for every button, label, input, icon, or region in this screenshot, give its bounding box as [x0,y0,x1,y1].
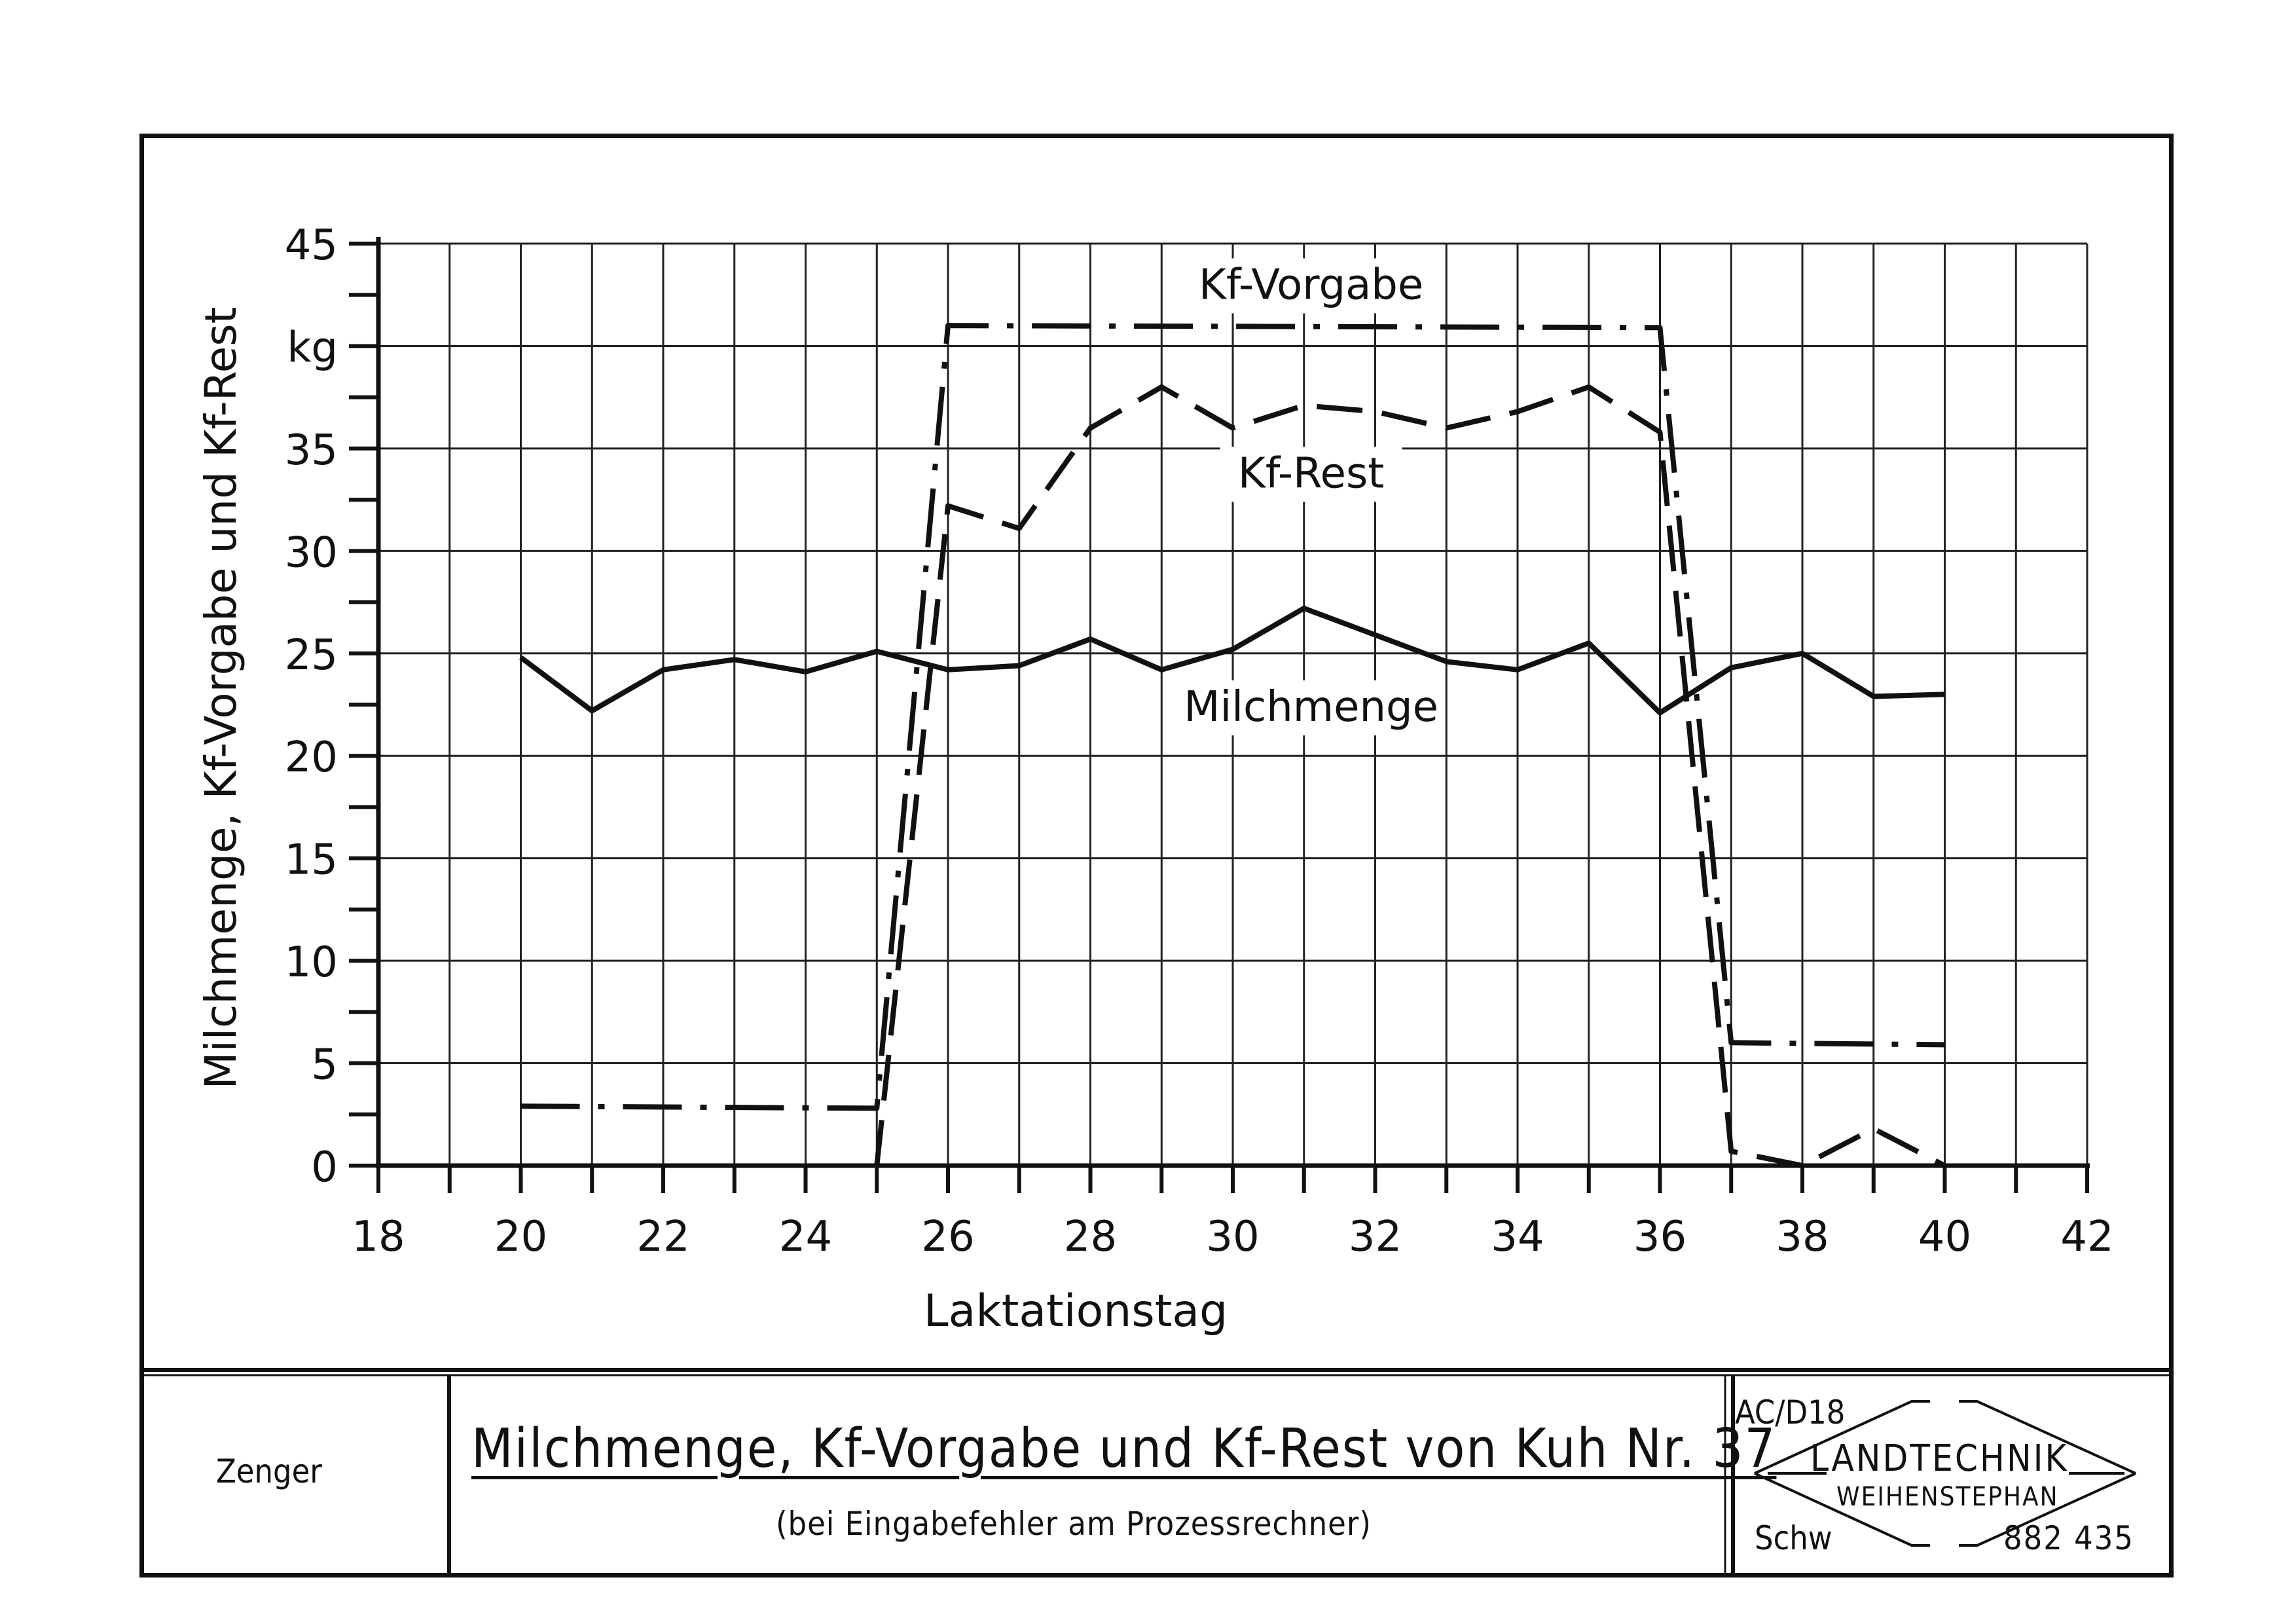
series-label-background [1186,680,1436,736]
x-tick-label: 30 [1206,1213,1259,1261]
series-label-background [1186,258,1436,314]
series-label-kf-rest: Kf-Rest [1238,449,1385,498]
axes [349,237,2090,1193]
y-tick-label: 15 [285,836,338,885]
y-tick-label: 35 [285,426,338,475]
logo-left-chevron [1754,1400,1930,1547]
y-tick-label: 10 [285,938,338,987]
drawing-code: AC/D18 [1735,1393,1846,1431]
x-tick-label: 42 [2060,1213,2113,1261]
series-label-kf-vorgabe: Kf-Vorgabe [1199,261,1423,309]
series-label-milchmenge: Milchmenge [1184,683,1438,731]
drawing-subtitle: (bei Eingabefehler am Prozessrechner) [776,1505,1372,1543]
x-tick-label: 22 [636,1213,689,1261]
logo-sub-text: WEIHENSTEPHAN [1836,1482,2059,1512]
y-tick-label: 25 [285,631,338,680]
x-tick-label: 26 [921,1213,974,1261]
x-tick-label: 38 [1776,1213,1829,1261]
y-axis-title: Milchmenge, Kf-Vorgabe und Kf-Rest [196,307,246,1090]
outer-frame [139,134,2174,1578]
y-tick-label: 20 [285,733,338,782]
y-tick-label: 0 [311,1143,338,1192]
series-line-kf-vorgabe [520,323,1945,1111]
author-name: Zenger [216,1452,322,1490]
logo-right-chevron [1959,1400,2136,1547]
y-tick-label: 45 [285,221,338,270]
titleblock-lines [139,1368,2174,1578]
x-axis-title: Laktationstag [924,1285,1228,1337]
x-tick-label: 34 [1491,1213,1544,1261]
y-tick-label: 30 [285,528,338,577]
x-tick-label: 32 [1349,1213,1402,1261]
x-tick-label: 36 [1633,1213,1686,1261]
x-tick-label: 20 [494,1213,547,1261]
y-tick-label: 5 [311,1041,338,1090]
x-tick-label: 28 [1064,1213,1117,1261]
x-tick-label: 40 [1918,1213,1971,1261]
chart-labels: 18 20 22 24 26 28 30 32 34 36 38 40 42 0 5 10 15 20 25 30 35… [196,221,2114,1337]
series-line-milchmenge [519,605,1945,716]
x-tick-label: 18 [352,1213,405,1261]
drawer-initials: Schw [1755,1519,1832,1557]
logo-main-text: LANDTECHNIK [1810,1437,2069,1480]
series-label-background [1220,447,1402,502]
series-line-kf-rest [874,384,1946,1168]
series-lines [519,323,1946,1168]
y-unit-label: kg [287,323,338,372]
x-tick-label: 24 [779,1213,832,1261]
drawing-number: 882 435 [2003,1519,2134,1557]
drawing-title: Milchmenge, Kf-Vorgabe und Kf-Rest von K… [471,1418,1777,1480]
